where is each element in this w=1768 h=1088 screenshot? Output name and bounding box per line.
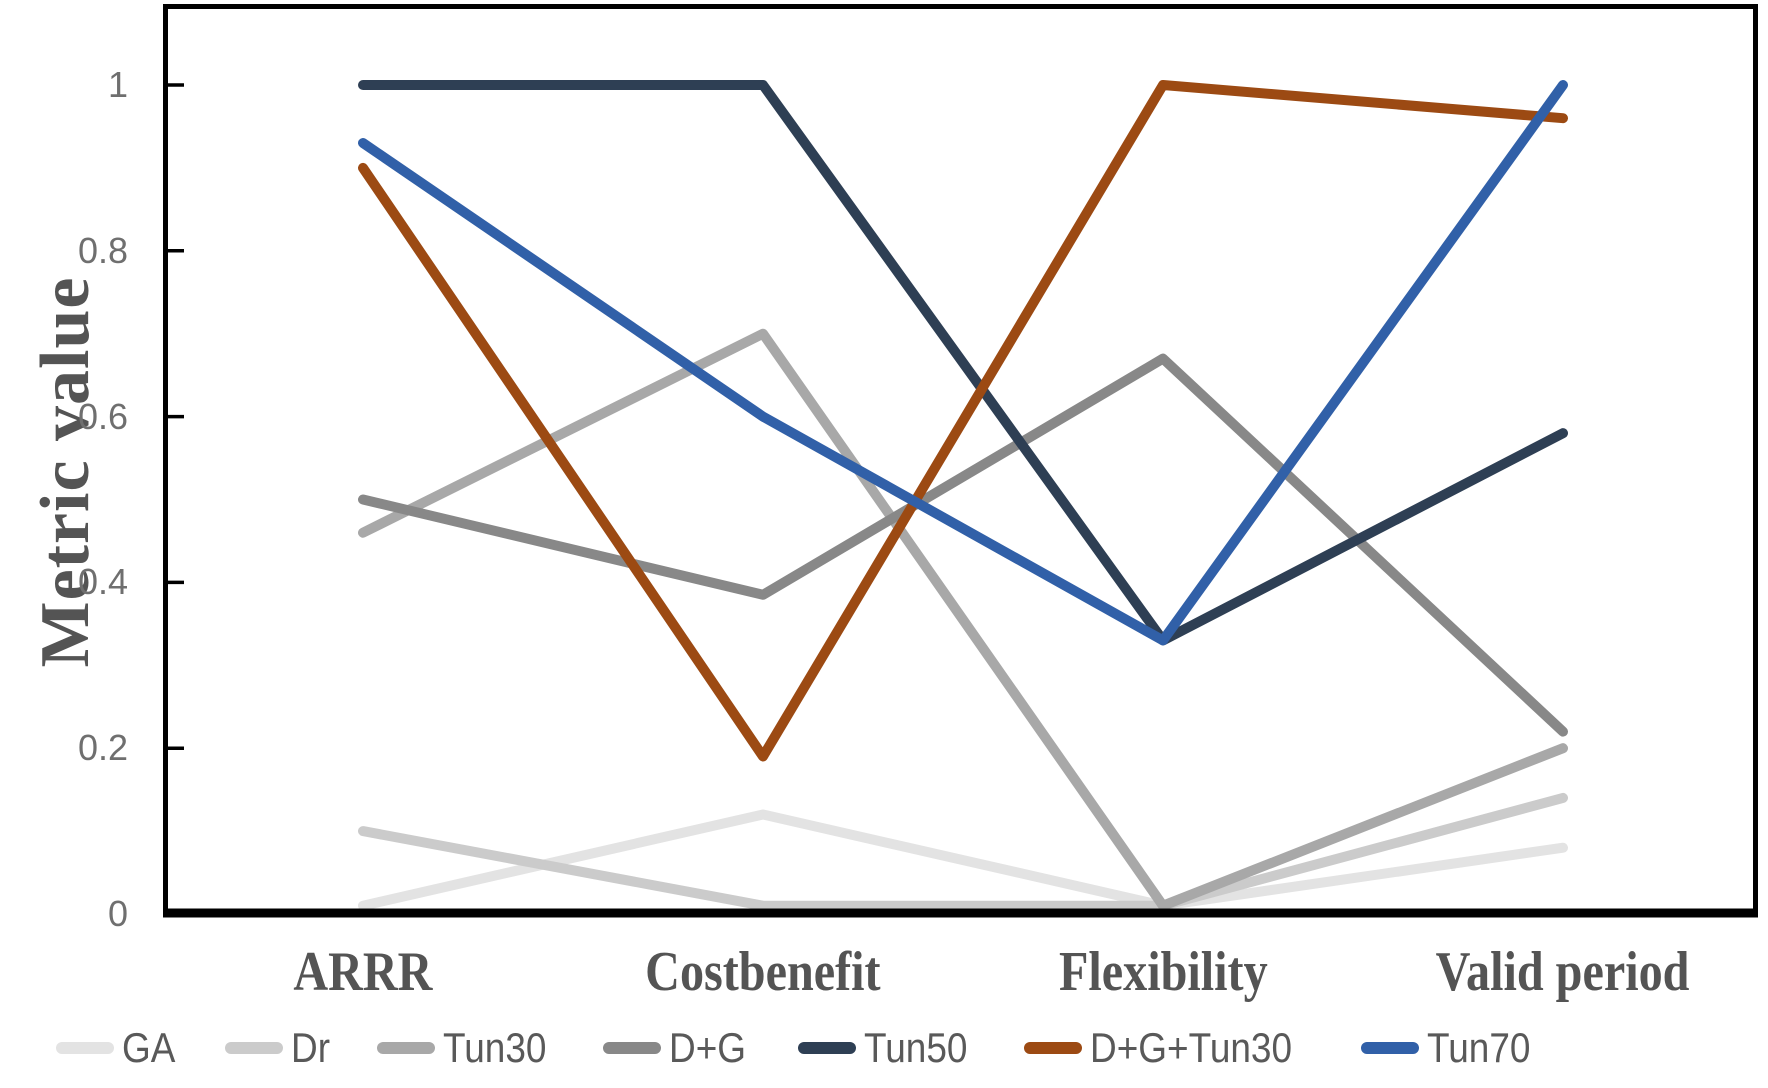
legend-label: D+G+Tun30 [1089,1024,1292,1071]
legend-item-D+G+Tun30: D+G+Tun30 [1023,1024,1320,1072]
legend-label: D+G [668,1024,746,1071]
legend-label: Tun70 [1427,1024,1531,1071]
legend-swatch-GA [56,1042,114,1054]
y-tick-label: 1 [107,64,128,105]
legend-swatch-Dr [224,1042,283,1054]
legend-swatch-Tun70 [1361,1042,1420,1054]
y-tick-label: 0.4 [77,561,128,603]
legend-label: Tun50 [864,1024,968,1071]
legend-label: GA [122,1024,176,1071]
series-line-Tun30 [358,328,1568,911]
legend-label: Tun30 [443,1024,547,1071]
legend-swatch-Tun30 [377,1042,436,1054]
series-line-Tun50 [358,80,1568,646]
series-line-Tun70 [358,80,1568,646]
chart-legend: GA Dr Tun30 D+G Tun50 D+G+Tun30 Tun70 [56,1018,1587,1078]
legend-swatch-Tun50 [798,1042,857,1054]
y-tick-label: 0 [107,893,128,934]
legend-item-Dr: Dr [224,1024,335,1072]
series-line-D+G+Tun30 [358,80,1568,762]
series-line-GA [358,809,1568,911]
x-category-label-flexibility: Flexibility [1058,941,1268,1003]
legend-swatch-D+G+Tun30 [1023,1042,1082,1054]
y-axis-title: Metric value [27,276,104,668]
y-tick-label: 0.2 [77,727,128,769]
series-line-Dr [358,792,1568,911]
legend-label: Dr [290,1024,330,1071]
legend-item-D+G: D+G [602,1024,757,1072]
y-tick-label: 0.8 [77,229,128,271]
legend-item-Tun70: Tun70 [1361,1024,1545,1072]
x-category-label-valid-period: Valid period [1436,941,1690,1003]
series-line-D+G [358,353,1568,737]
legend-item-GA: GA [56,1024,183,1072]
y-tick-label: 0.6 [77,395,128,437]
x-category-label-arrr: ARRR [293,941,433,1003]
x-category-label-costbenefit: Costbenefit [645,941,881,1003]
legend-swatch-D+G [602,1042,661,1054]
legend-item-Tun50: Tun50 [798,1024,982,1072]
legend-item-Tun30: Tun30 [377,1024,561,1072]
